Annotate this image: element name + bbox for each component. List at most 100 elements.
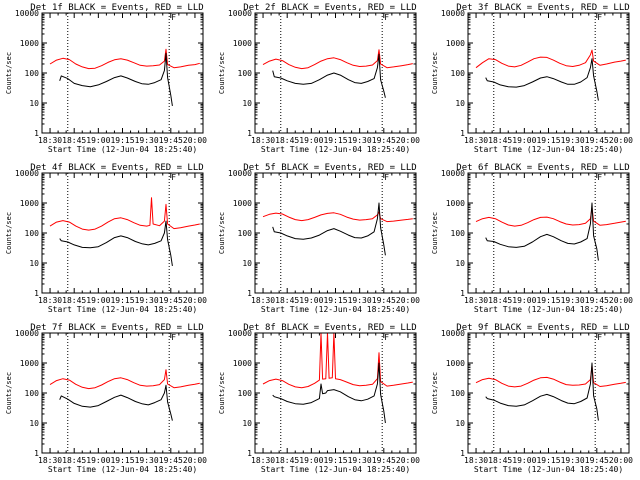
flare-marker-label: F — [384, 13, 389, 22]
y-tick-label: 10000 — [228, 9, 252, 18]
flare-marker-label: F — [171, 13, 176, 22]
x-tick-label: 18:30 — [464, 136, 488, 145]
y-tick-label: 10000 — [441, 9, 465, 18]
plot-frame — [254, 172, 417, 294]
plot-frame — [41, 172, 204, 294]
flare-marker-label: F — [171, 333, 176, 342]
x-tick-label: 19:15 — [110, 456, 134, 465]
x-tick-label: 20:00 — [183, 136, 207, 145]
y-tick-label: 1 — [247, 449, 252, 458]
lld-series-line — [475, 207, 626, 227]
y-tick-label: 10 — [29, 259, 39, 268]
lld-series-line — [262, 332, 413, 389]
lld-series-line — [475, 49, 626, 69]
y-axis-label: Counts/sec — [5, 212, 13, 254]
flare-marker-label: F — [384, 333, 389, 342]
x-tick-label: 19:45 — [585, 296, 609, 305]
x-tick-label: 19:30 — [135, 136, 159, 145]
y-tick-label: 10000 — [441, 329, 465, 338]
chart-panel: Det 7f BLACK = Events, RED = LLD Counts/s… — [5, 323, 207, 474]
flare-marker-label: F — [597, 173, 602, 182]
plot-frame — [254, 332, 417, 454]
x-tick-label: 19:45 — [159, 296, 183, 305]
y-tick-label: 1000 — [233, 39, 252, 48]
x-tick-label: 19:15 — [323, 136, 347, 145]
y-tick-label: 1000 — [20, 39, 39, 48]
y-tick-label: 1 — [34, 129, 39, 138]
y-tick-label: 100 — [451, 69, 466, 78]
x-tick-label: 19:00 — [86, 456, 110, 465]
chart-title: Det 5f BLACK = Events, RED = LLD — [243, 163, 416, 173]
flare-marker-label: F — [171, 173, 176, 182]
x-tick-label: 20:00 — [183, 296, 207, 305]
plot-frame — [467, 172, 630, 294]
plot-frame — [467, 332, 630, 454]
x-axis-label: Start Time (12-Jun-04 18:25:40) — [261, 465, 410, 474]
y-axis-label: Counts/sec — [218, 212, 226, 254]
flare-marker-label: F — [597, 333, 602, 342]
plot-frame — [254, 12, 417, 134]
y-tick-label: 10 — [455, 99, 465, 108]
y-tick-label: 10000 — [228, 329, 252, 338]
chart-panel: Det 8f BLACK = Events, RED = LLD Counts/s… — [218, 323, 420, 474]
x-tick-label: 20:00 — [396, 136, 420, 145]
x-tick-label: 19:30 — [561, 136, 585, 145]
y-tick-label: 10000 — [441, 169, 465, 178]
y-tick-label: 10 — [242, 419, 252, 428]
chart-title: Det 7f BLACK = Events, RED = LLD — [30, 323, 203, 333]
y-tick-label: 100 — [238, 389, 253, 398]
x-tick-label: 18:30 — [38, 136, 62, 145]
plot-frame — [467, 12, 630, 134]
y-tick-label: 10 — [455, 419, 465, 428]
x-tick-label: 19:45 — [585, 456, 609, 465]
x-tick-label: 19:00 — [512, 136, 536, 145]
y-tick-label: 100 — [451, 229, 466, 238]
y-tick-label: 1 — [34, 289, 39, 298]
x-tick-label: 18:30 — [464, 296, 488, 305]
x-tick-label: 18:45 — [62, 456, 86, 465]
x-tick-label: 18:30 — [251, 456, 275, 465]
y-tick-label: 1 — [247, 129, 252, 138]
y-tick-label: 1000 — [20, 359, 39, 368]
x-tick-label: 18:45 — [275, 296, 299, 305]
chart-panel: Det 2f BLACK = Events, RED = LLD Counts/s… — [218, 3, 420, 154]
y-tick-label: 10000 — [15, 9, 39, 18]
x-axis-label: Start Time (12-Jun-04 18:25:40) — [48, 145, 197, 154]
events-series-line — [485, 58, 599, 101]
y-tick-label: 10000 — [228, 169, 252, 178]
y-axis-label: Counts/sec — [5, 52, 13, 94]
x-tick-label: 18:30 — [464, 456, 488, 465]
chart-title: Det 9f BLACK = Events, RED = LLD — [456, 323, 629, 333]
y-tick-label: 1000 — [233, 199, 252, 208]
chart-panel: Det 4f BLACK = Events, RED = LLD Counts/s… — [5, 163, 207, 314]
chart-title: Det 2f BLACK = Events, RED = LLD — [243, 3, 416, 13]
x-tick-label: 19:45 — [372, 456, 396, 465]
x-tick-label: 19:30 — [561, 296, 585, 305]
x-tick-label: 19:00 — [299, 296, 323, 305]
chart-panel: Det 9f BLACK = Events, RED = LLD Counts/s… — [431, 323, 633, 474]
lld-series-line — [49, 48, 200, 70]
y-axis-label: Counts/sec — [218, 372, 226, 414]
y-tick-label: 100 — [451, 389, 466, 398]
x-tick-label: 18:45 — [488, 456, 512, 465]
x-tick-label: 20:00 — [396, 296, 420, 305]
chart-title: Det 1f BLACK = Events, RED = LLD — [30, 3, 203, 13]
x-tick-label: 18:45 — [488, 136, 512, 145]
y-tick-label: 10 — [242, 99, 252, 108]
y-tick-label: 1000 — [233, 359, 252, 368]
y-axis-label: Counts/sec — [5, 372, 13, 414]
x-axis-label: Start Time (12-Jun-04 18:25:40) — [474, 305, 623, 314]
y-tick-label: 1000 — [446, 359, 465, 368]
x-tick-label: 19:30 — [561, 456, 585, 465]
y-tick-label: 1 — [460, 129, 465, 138]
x-axis-label: Start Time (12-Jun-04 18:25:40) — [261, 305, 410, 314]
chart-title: Det 8f BLACK = Events, RED = LLD — [243, 323, 416, 333]
y-tick-label: 1 — [460, 289, 465, 298]
y-tick-label: 1 — [34, 449, 39, 458]
x-tick-label: 19:45 — [372, 136, 396, 145]
x-tick-label: 19:00 — [299, 456, 323, 465]
y-tick-label: 100 — [238, 229, 253, 238]
lld-series-line — [49, 369, 200, 390]
x-tick-label: 20:00 — [609, 296, 633, 305]
